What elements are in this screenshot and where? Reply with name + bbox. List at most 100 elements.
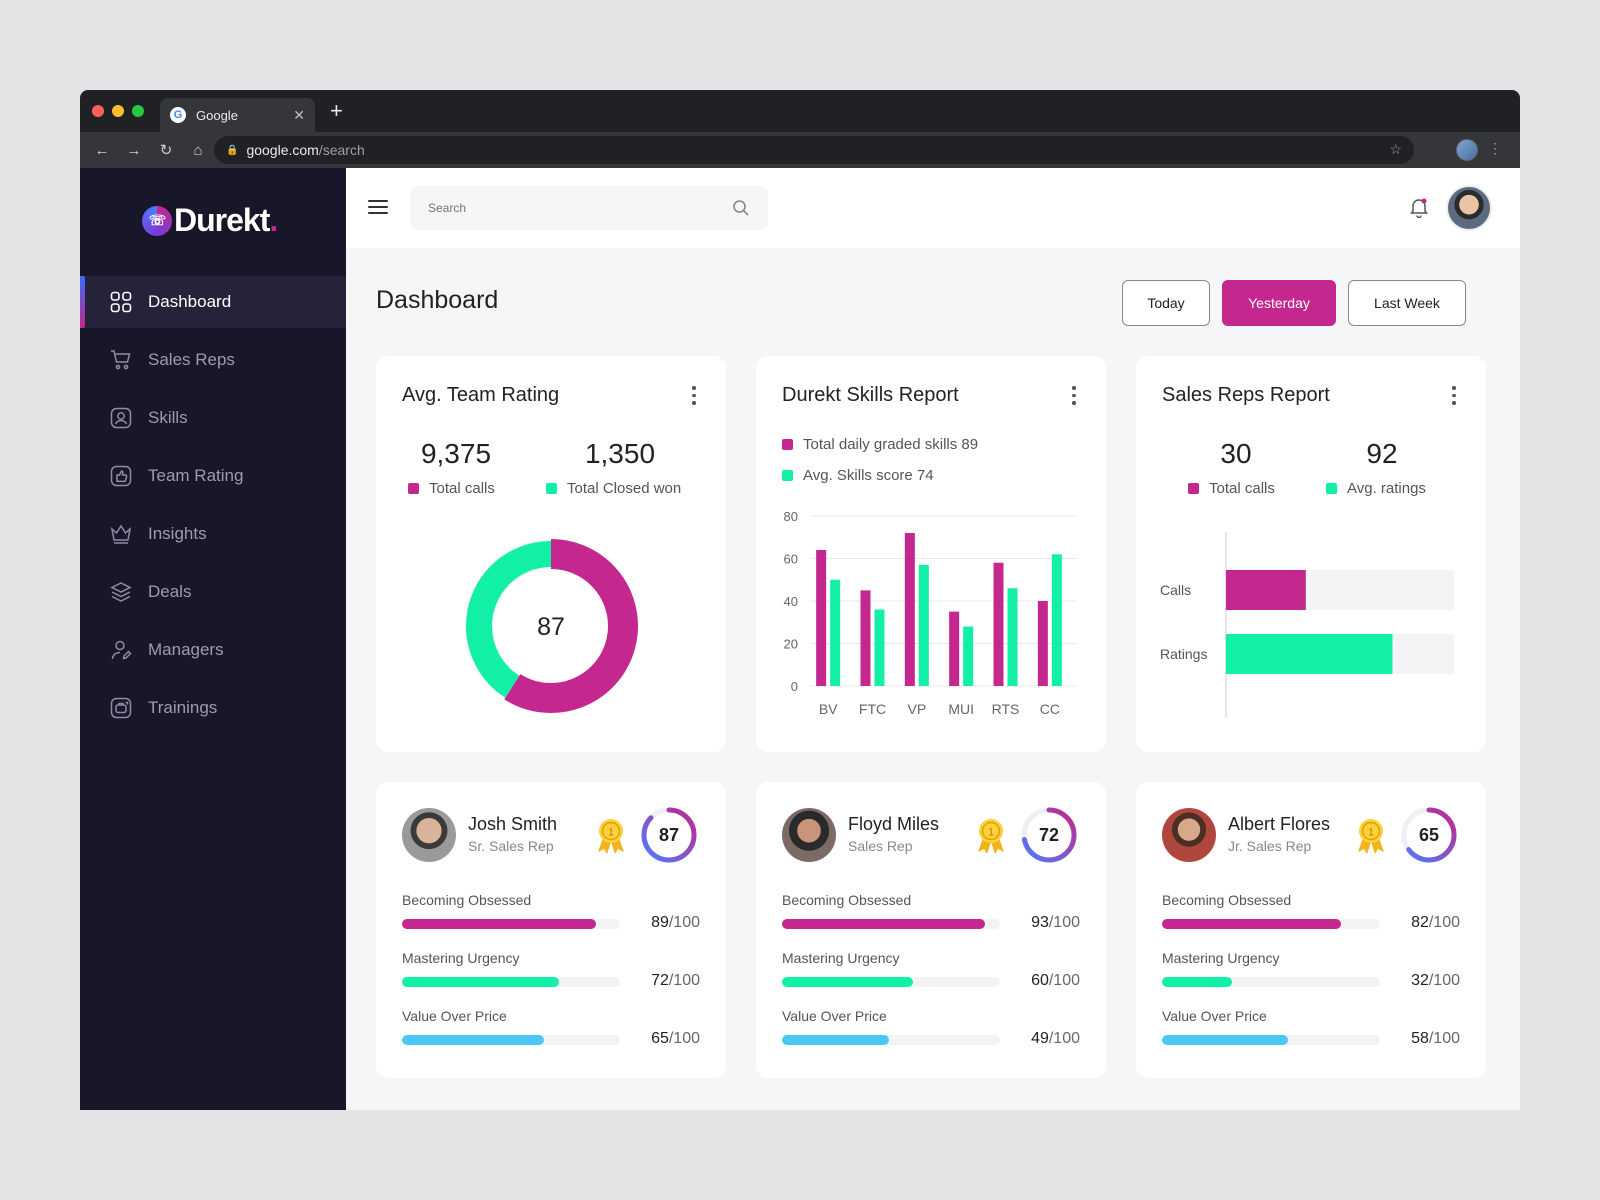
metric-score-value: 65: [651, 1030, 669, 1047]
new-tab-icon[interactable]: +: [330, 98, 343, 123]
minimize-window-button[interactable]: [112, 105, 124, 117]
total-closed-won-legend: Total Closed won: [546, 480, 681, 497]
range-yesterday-button[interactable]: Yesterday: [1222, 280, 1336, 326]
metric-label: Becoming Obsessed: [1162, 892, 1292, 908]
bar-rts-series-1: [993, 562, 1004, 686]
donut-slice-closed-won: [466, 541, 636, 711]
browser-tab[interactable]: G Google ✕: [160, 98, 315, 132]
user-avatar[interactable]: [1446, 185, 1492, 231]
user-badge-icon: [110, 407, 132, 429]
range-today-button[interactable]: Today: [1122, 280, 1210, 326]
total-calls-legend: Total calls: [408, 480, 495, 497]
sidebar-item-skills[interactable]: Skills: [80, 392, 346, 444]
sidebar-item-insights[interactable]: Insights: [80, 508, 346, 560]
sidebar-item-label: Sales Reps: [148, 350, 235, 369]
legend-swatch-closed-won: [546, 483, 557, 494]
sidebar-item-deals[interactable]: Deals: [80, 566, 346, 618]
training-icon: [110, 697, 132, 719]
sidebar-item-label: Insights: [148, 524, 207, 543]
page-title: Dashboard: [376, 286, 499, 314]
medal-icon: 1: [598, 819, 624, 854]
browser-menu-icon[interactable]: ⋮: [1488, 140, 1502, 156]
metric-score-max: /100: [1048, 914, 1080, 931]
rep-avatar[interactable]: [1162, 808, 1216, 862]
metric-score-value: 60: [1031, 972, 1049, 989]
rep-name: Josh Smith: [468, 814, 558, 834]
search-input[interactable]: [428, 201, 732, 215]
bookmark-star-icon[interactable]: ☆: [1389, 141, 1402, 157]
home-icon[interactable]: ⌂: [193, 141, 203, 159]
back-arrow-icon[interactable]: ←: [94, 141, 110, 159]
donut-center-label: 87: [537, 613, 565, 641]
sidebar-item-dashboard[interactable]: Dashboard: [80, 276, 346, 328]
more-options-icon[interactable]: [1452, 386, 1456, 409]
more-options-icon[interactable]: [1072, 386, 1076, 409]
address-bar[interactable]: 🔒 google.com/search ☆: [214, 136, 1414, 164]
svg-text:1: 1: [608, 827, 614, 839]
metric-label: Value Over Price: [402, 1008, 507, 1024]
bar-ftc-series-2: [874, 609, 885, 686]
metric-score: 32/100: [1390, 972, 1460, 990]
metric-score-max: /100: [1428, 972, 1460, 989]
close-window-button[interactable]: [92, 105, 104, 117]
metric-score: 93/100: [1010, 914, 1080, 932]
sidebar-item-label: Trainings: [148, 698, 218, 717]
tab-close-icon[interactable]: ✕: [293, 106, 305, 123]
legend-swatch-calls: [408, 483, 419, 494]
metric-score: 72/100: [630, 972, 700, 990]
metric-score: 49/100: [1010, 1030, 1080, 1048]
more-options-icon[interactable]: [692, 386, 696, 409]
metric-label: Mastering Urgency: [1162, 950, 1280, 966]
lock-icon: 🔒: [226, 144, 239, 156]
legend-graded-skills: Total daily graded skills 89: [782, 436, 978, 453]
metric-score-max: /100: [1428, 1030, 1460, 1047]
metric-score-max: /100: [1428, 914, 1460, 931]
metric-score-max: /100: [1048, 1030, 1080, 1047]
legend-label: Total daily graded skills 89: [803, 436, 979, 453]
notification-bell-icon[interactable]: [1408, 196, 1430, 218]
sidebar-item-sales-reps[interactable]: Sales Reps: [80, 334, 346, 386]
y-tick-label: 20: [784, 637, 798, 652]
card-title: Durekt Skills Report: [782, 384, 959, 406]
rep-avatar[interactable]: [782, 808, 836, 862]
forward-arrow-icon[interactable]: →: [126, 141, 142, 159]
avg-ratings-value: 92: [1366, 438, 1398, 469]
y-tick-label: 80: [784, 509, 798, 524]
hbar-label-ratings: Ratings: [1160, 646, 1207, 662]
reload-icon[interactable]: ↻: [159, 142, 173, 159]
metric-label: Becoming Obsessed: [402, 892, 532, 908]
metric-score: 60/100: [1010, 972, 1080, 990]
rep-name: Floyd Miles: [848, 814, 940, 834]
range-last-week-button[interactable]: Last Week: [1348, 280, 1466, 326]
browser-profile-avatar[interactable]: [1456, 139, 1478, 161]
metric-bar: [402, 1035, 620, 1045]
logo-text: Durekt: [174, 202, 270, 238]
metric-score: 65/100: [630, 1030, 700, 1048]
hamburger-menu-icon[interactable]: [368, 200, 388, 218]
card-title: Sales Reps Report: [1162, 384, 1330, 406]
sidebar-item-team-rating[interactable]: Team Rating: [80, 450, 346, 502]
search-icon[interactable]: [732, 199, 750, 217]
bar-bv-series-1: [816, 550, 827, 686]
browser-window: G Google ✕ + ← → ↻ ⌂ 🔒 google.com/search…: [80, 90, 1520, 1110]
sidebar-item-label: Managers: [148, 640, 224, 659]
rep-card: Albert Flores Jr. Sales Rep 1 65 Becomin…: [1136, 782, 1486, 1078]
total-calls-label: Total calls: [429, 480, 495, 497]
rep-avatar[interactable]: [402, 808, 456, 862]
maximize-window-button[interactable]: [132, 105, 144, 117]
bar-cc-series-2: [1051, 554, 1062, 686]
skills-bar-chart: 0 20 40 60 80 BV FTC VP MUI RTS CC: [784, 509, 1076, 717]
total-calls-label: Total calls: [1209, 480, 1275, 497]
legend-swatch-calls: [1188, 483, 1199, 494]
metric-score: 58/100: [1390, 1030, 1460, 1048]
x-tick-label: RTS: [992, 701, 1020, 717]
durekt-logo[interactable]: ☏ Durekt.: [142, 202, 278, 239]
layers-icon: [110, 581, 132, 603]
metric-score-value: 32: [1411, 972, 1429, 989]
sidebar: ☏ Durekt. Dashboard Sales Reps Skills: [80, 168, 346, 1110]
metric-score-value: 72: [651, 972, 669, 989]
sidebar-item-trainings[interactable]: Trainings: [80, 682, 346, 734]
sales-reps-report-card: Sales Reps Report 30 92 Total calls Avg.…: [1136, 356, 1486, 752]
sidebar-item-managers[interactable]: Managers: [80, 624, 346, 676]
sidebar-item-label: Skills: [148, 408, 188, 427]
